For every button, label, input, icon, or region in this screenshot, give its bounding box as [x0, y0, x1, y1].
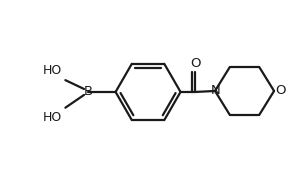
Text: B: B: [84, 85, 93, 98]
Text: O: O: [275, 85, 285, 98]
Text: N: N: [211, 85, 221, 98]
Text: HO: HO: [43, 64, 62, 77]
Text: HO: HO: [43, 111, 62, 124]
Text: O: O: [190, 57, 201, 70]
